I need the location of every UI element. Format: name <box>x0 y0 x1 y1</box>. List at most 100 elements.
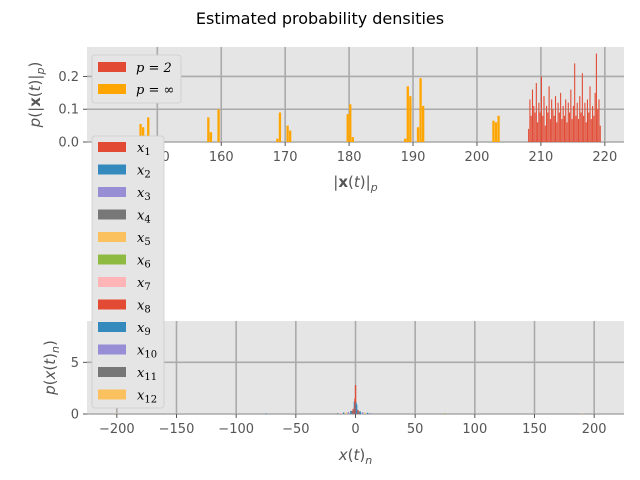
bottom-legend-label: x6 <box>137 254 151 271</box>
bottom-bar-x5 <box>364 412 366 414</box>
top-bar-pinf <box>209 132 213 142</box>
top-bar-p2 <box>594 92 596 142</box>
top-bar-pinf <box>351 137 354 142</box>
top-bar-p2 <box>584 102 586 142</box>
top-bar-pinf <box>141 127 145 142</box>
top-bar-p2 <box>571 119 573 142</box>
top-bar-p2 <box>592 105 594 142</box>
bottom-bar-x12 <box>581 413 583 415</box>
top-bar-p2 <box>538 102 540 142</box>
top-bar-p2 <box>557 102 559 142</box>
top-bar-pinf <box>276 138 279 142</box>
bottom-legend-label: x5 <box>137 231 151 248</box>
bottom-y-tick-label: 0 <box>71 408 79 423</box>
bottom-bar-x3 <box>347 411 350 414</box>
top-y-axis-label: p(|x(t)|p) <box>26 62 47 129</box>
top-legend-swatch <box>98 62 126 72</box>
bottom-x-tick-label: 100 <box>462 422 487 437</box>
bottom-bar-x10 <box>369 412 371 414</box>
top-legend-label: p = ∞ <box>136 83 174 98</box>
top-bar-p2 <box>556 122 558 142</box>
top-bar-p2 <box>597 109 599 142</box>
top-bar-p2 <box>546 105 548 142</box>
bottom-legend-swatch <box>98 322 126 332</box>
bottom-legend-swatch <box>98 164 126 175</box>
top-bar-p2 <box>548 86 550 142</box>
bottom-legend-label: x9 <box>137 321 151 338</box>
top-bar-pinf <box>139 123 142 142</box>
top-bar-pinf <box>289 130 292 142</box>
top-bar-p2 <box>588 112 590 142</box>
bottom-legend-swatch <box>98 344 126 355</box>
top-bar-p2 <box>530 115 532 142</box>
bottom-legend-swatch <box>98 277 126 287</box>
bottom-legend-label: x12 <box>137 389 157 406</box>
bottom-bar-x1 <box>352 408 354 414</box>
bottom-legend-label: x1 <box>137 141 151 158</box>
top-bar-p2 <box>547 112 549 142</box>
bottom-y-axis-label: p(x(t)n) <box>41 340 62 396</box>
top-bar-p2 <box>595 53 597 142</box>
top-legend-swatch <box>98 84 126 94</box>
top-x-ticks: 150160170180190200210220 <box>145 142 617 165</box>
top-bar-p2 <box>566 122 568 142</box>
top-bar-p2 <box>543 96 545 142</box>
bottom-x-ticks: −200 −150 −100 −50 0 50 100 150 200 <box>99 414 607 437</box>
bottom-legend-label: x11 <box>137 366 157 383</box>
top-bar-p2 <box>561 119 563 142</box>
top-x-tick-label: 190 <box>401 150 426 165</box>
top-bar-pinf <box>416 127 420 142</box>
bottom-bar-x7 <box>340 412 342 414</box>
bottom-legend-swatch <box>98 299 126 310</box>
top-bar-p2 <box>598 99 600 142</box>
top-bar-pinf <box>147 117 150 142</box>
top-bar-pinf <box>494 122 498 142</box>
top-bar-p2 <box>579 96 581 142</box>
bottom-legend-swatch <box>98 142 126 152</box>
top-bar-p2 <box>554 96 557 142</box>
bottom-bar-x6 <box>444 413 446 414</box>
top-y-tick-label: 0.1 <box>58 103 79 118</box>
top-x-tick-label: 220 <box>592 150 617 165</box>
top-bar-pinf <box>404 138 407 142</box>
bottom-legend-swatch <box>98 209 126 220</box>
top-bar-p2 <box>539 112 541 142</box>
bottom-bar-x12 <box>116 413 118 415</box>
top-bar-p2 <box>552 109 554 142</box>
top-x-tick-label: 160 <box>209 150 234 165</box>
bottom-bars <box>116 385 583 415</box>
top-bar-p2 <box>544 125 546 142</box>
bottom-panel: −200 −150 −100 −50 0 50 100 150 200 05 x(t)n p(x… <box>41 321 624 467</box>
top-x-tick-label: 210 <box>528 150 553 165</box>
figure-title: Estimated probability densities <box>196 9 444 28</box>
top-bar-pinf <box>497 115 500 142</box>
bottom-x-axis-label: x(t)n <box>338 446 373 467</box>
bottom-x-tick-label: 50 <box>407 422 424 437</box>
bottom-legend-label: x4 <box>137 209 151 226</box>
bottom-bar-x5 <box>345 412 347 414</box>
bottom-legend-label: x10 <box>137 344 157 361</box>
bottom-bar-x3 <box>362 412 364 414</box>
top-bar-p2 <box>599 125 601 142</box>
top-bar-p2 <box>572 105 574 142</box>
top-bar-p2 <box>549 119 551 142</box>
bottom-legend-swatch <box>98 254 126 265</box>
top-bar-p2 <box>585 122 587 142</box>
top-bar-p2 <box>580 112 582 142</box>
top-bar-pinf <box>349 104 352 142</box>
bottom-x-tick-label: −100 <box>218 422 254 437</box>
bottom-legend-frame <box>91 135 165 409</box>
top-bar-p2 <box>570 89 572 142</box>
top-bar-p2 <box>565 99 567 142</box>
bottom-legend-swatch <box>98 232 126 242</box>
top-bar-p2 <box>542 115 544 142</box>
top-bar-p2 <box>575 115 577 142</box>
top-bar-p2 <box>586 99 589 142</box>
top-bar-p2 <box>560 92 562 142</box>
top-bar-p2 <box>540 76 542 142</box>
top-bar-pinf <box>492 120 495 142</box>
top-panel: 150160170180190200210220 0.00.10.2 |x(t)… <box>26 47 624 194</box>
top-bar-pinf <box>217 109 220 142</box>
bottom-bar-x2 <box>342 412 345 414</box>
